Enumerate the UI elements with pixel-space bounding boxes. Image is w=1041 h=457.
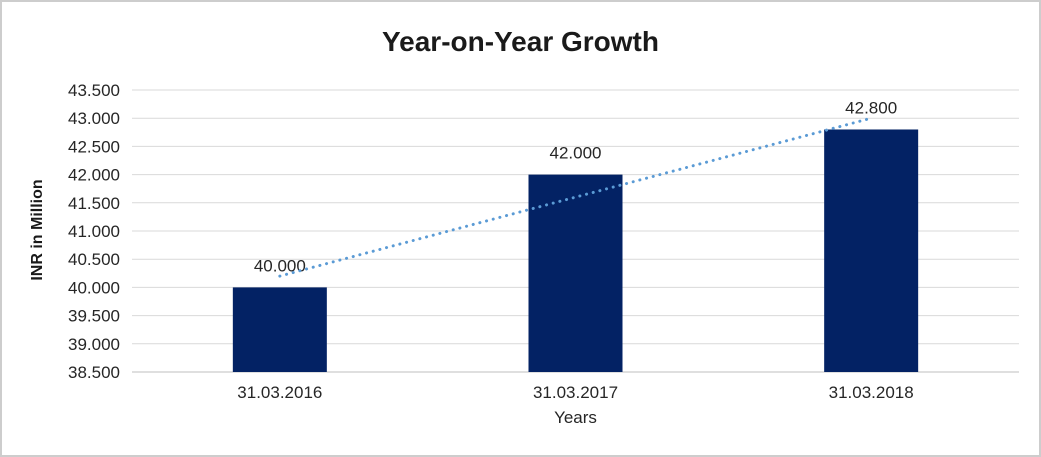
y-tick-label: 38.500	[68, 363, 120, 382]
y-tick-label: 39.000	[68, 335, 120, 354]
x-tick-label: 31.03.2016	[237, 383, 322, 402]
bar	[232, 287, 327, 372]
y-tick-label: 42.500	[68, 137, 120, 156]
y-tick-label: 42.000	[68, 166, 120, 185]
y-tick-label: 40.000	[68, 278, 120, 297]
y-tick-label: 39.500	[68, 307, 120, 326]
y-tick-label: 43.500	[68, 81, 120, 100]
x-tick-label: 31.03.2017	[533, 383, 618, 402]
bar	[824, 129, 919, 372]
bar	[528, 174, 623, 372]
x-axis-title: Years	[554, 408, 597, 427]
chart-title: Year-on-Year Growth	[382, 26, 659, 57]
y-tick-label: 43.000	[68, 109, 120, 128]
bar-value-label: 42.800	[845, 98, 897, 117]
trendline	[278, 116, 873, 278]
x-tick-label: 31.03.2018	[829, 383, 914, 402]
y-tick-label: 41.000	[68, 222, 120, 241]
bar-value-label: 40.000	[254, 256, 306, 275]
y-tick-label: 40.500	[68, 250, 120, 269]
y-tick-label: 41.500	[68, 194, 120, 213]
bar-value-label: 42.000	[550, 144, 602, 163]
